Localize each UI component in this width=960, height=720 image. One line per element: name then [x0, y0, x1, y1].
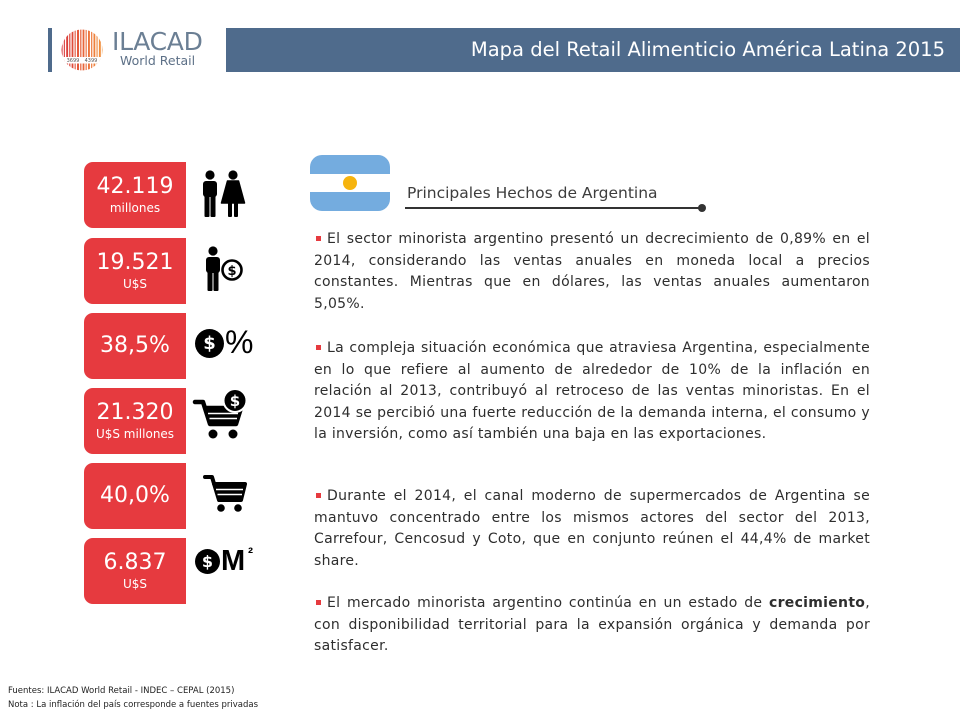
stat-value: 21.320 [96, 400, 174, 425]
footer: Fuentes: ILACAD World Retail - INDEC – C… [8, 685, 258, 712]
stat-value: 40,0% [100, 483, 170, 508]
logo-barcode-left: 3699 [67, 58, 80, 64]
stat-percentage-1: 38,5% [84, 313, 186, 379]
population-icon [203, 170, 246, 217]
title-underline [405, 207, 701, 209]
dollar-sign: $ [230, 392, 240, 410]
argentina-flag-icon [310, 155, 390, 211]
bullet-marker-icon [316, 599, 321, 605]
logo-barcode-right: 4399 [85, 58, 98, 64]
ilacad-barcode-logo-icon: 3699 4399 [61, 29, 103, 71]
stat-unit: U$S [122, 277, 148, 291]
stat-value: 42.119 [96, 174, 174, 199]
bullet-item: El mercado minorista argentino continúa … [314, 593, 870, 658]
footer-sources: Fuentes: ILACAD World Retail - INDEC – C… [8, 686, 235, 696]
bullet-marker-icon [316, 344, 321, 350]
bullet-text: Durante el 2014, el canal moderno de sup… [314, 488, 870, 569]
footer-note: Nota : La inflación del país corresponde… [8, 699, 259, 710]
bullet-text-bold: crecimiento [768, 595, 866, 611]
stat-value: 19.521 [96, 250, 174, 275]
dollar-coin-icon: $ [195, 329, 224, 358]
stat-unit: millones [109, 201, 161, 215]
sun-of-may-icon [343, 176, 357, 190]
dollar-sign: $ [227, 264, 236, 279]
stat-value: 6.837 [103, 550, 167, 575]
logo-name: ILACAD [112, 27, 203, 56]
stat-unit: U$S millones [95, 427, 175, 441]
stat-retail-sales: 21.320 U$S millones [84, 388, 186, 454]
bullet-text-after: , con disponibilidad territorial para la… [314, 595, 870, 654]
stat-population: 42.119 millones [84, 162, 186, 228]
bullet-item: Durante el 2014, el canal moderno de sup… [314, 486, 870, 572]
bullet-item: La compleja situación económica que atra… [314, 338, 870, 446]
bullet-text: El sector minorista argentino presentó u… [314, 231, 870, 312]
stat-value: 38,5% [100, 333, 170, 358]
income-per-capita-icon: $ [206, 246, 243, 291]
bullet-item: El sector minorista argentino presentó u… [314, 229, 870, 315]
page-title: Mapa del Retail Alimenticio América Lati… [470, 38, 945, 61]
shopping-cart-icon [203, 475, 247, 512]
stat-unit: U$S [122, 577, 148, 591]
bullet-text-before: El mercado minorista argentino continúa … [327, 595, 769, 611]
bullet-text: La compleja situación económica que atra… [314, 340, 870, 442]
percent-icon: % [225, 324, 254, 360]
stat-income: 19.521 U$S [84, 238, 186, 304]
title-underline-dot [698, 204, 706, 212]
logo-tagline: World Retail [120, 53, 196, 68]
square-meter-m-icon: M [221, 545, 246, 577]
dollar-coin-icon: $ [195, 549, 220, 574]
section-title: Principales Hechos de Argentina [407, 184, 658, 202]
stat-sales-per-m2: 6.837 U$S [84, 538, 186, 604]
square-meter-exponent-icon: ² [248, 545, 253, 562]
cart-dollar-icon: $ [192, 388, 248, 439]
bullet-marker-icon [316, 492, 321, 498]
stat-percentage-2: 40,0% [84, 463, 186, 529]
bullet-marker-icon [316, 235, 321, 241]
